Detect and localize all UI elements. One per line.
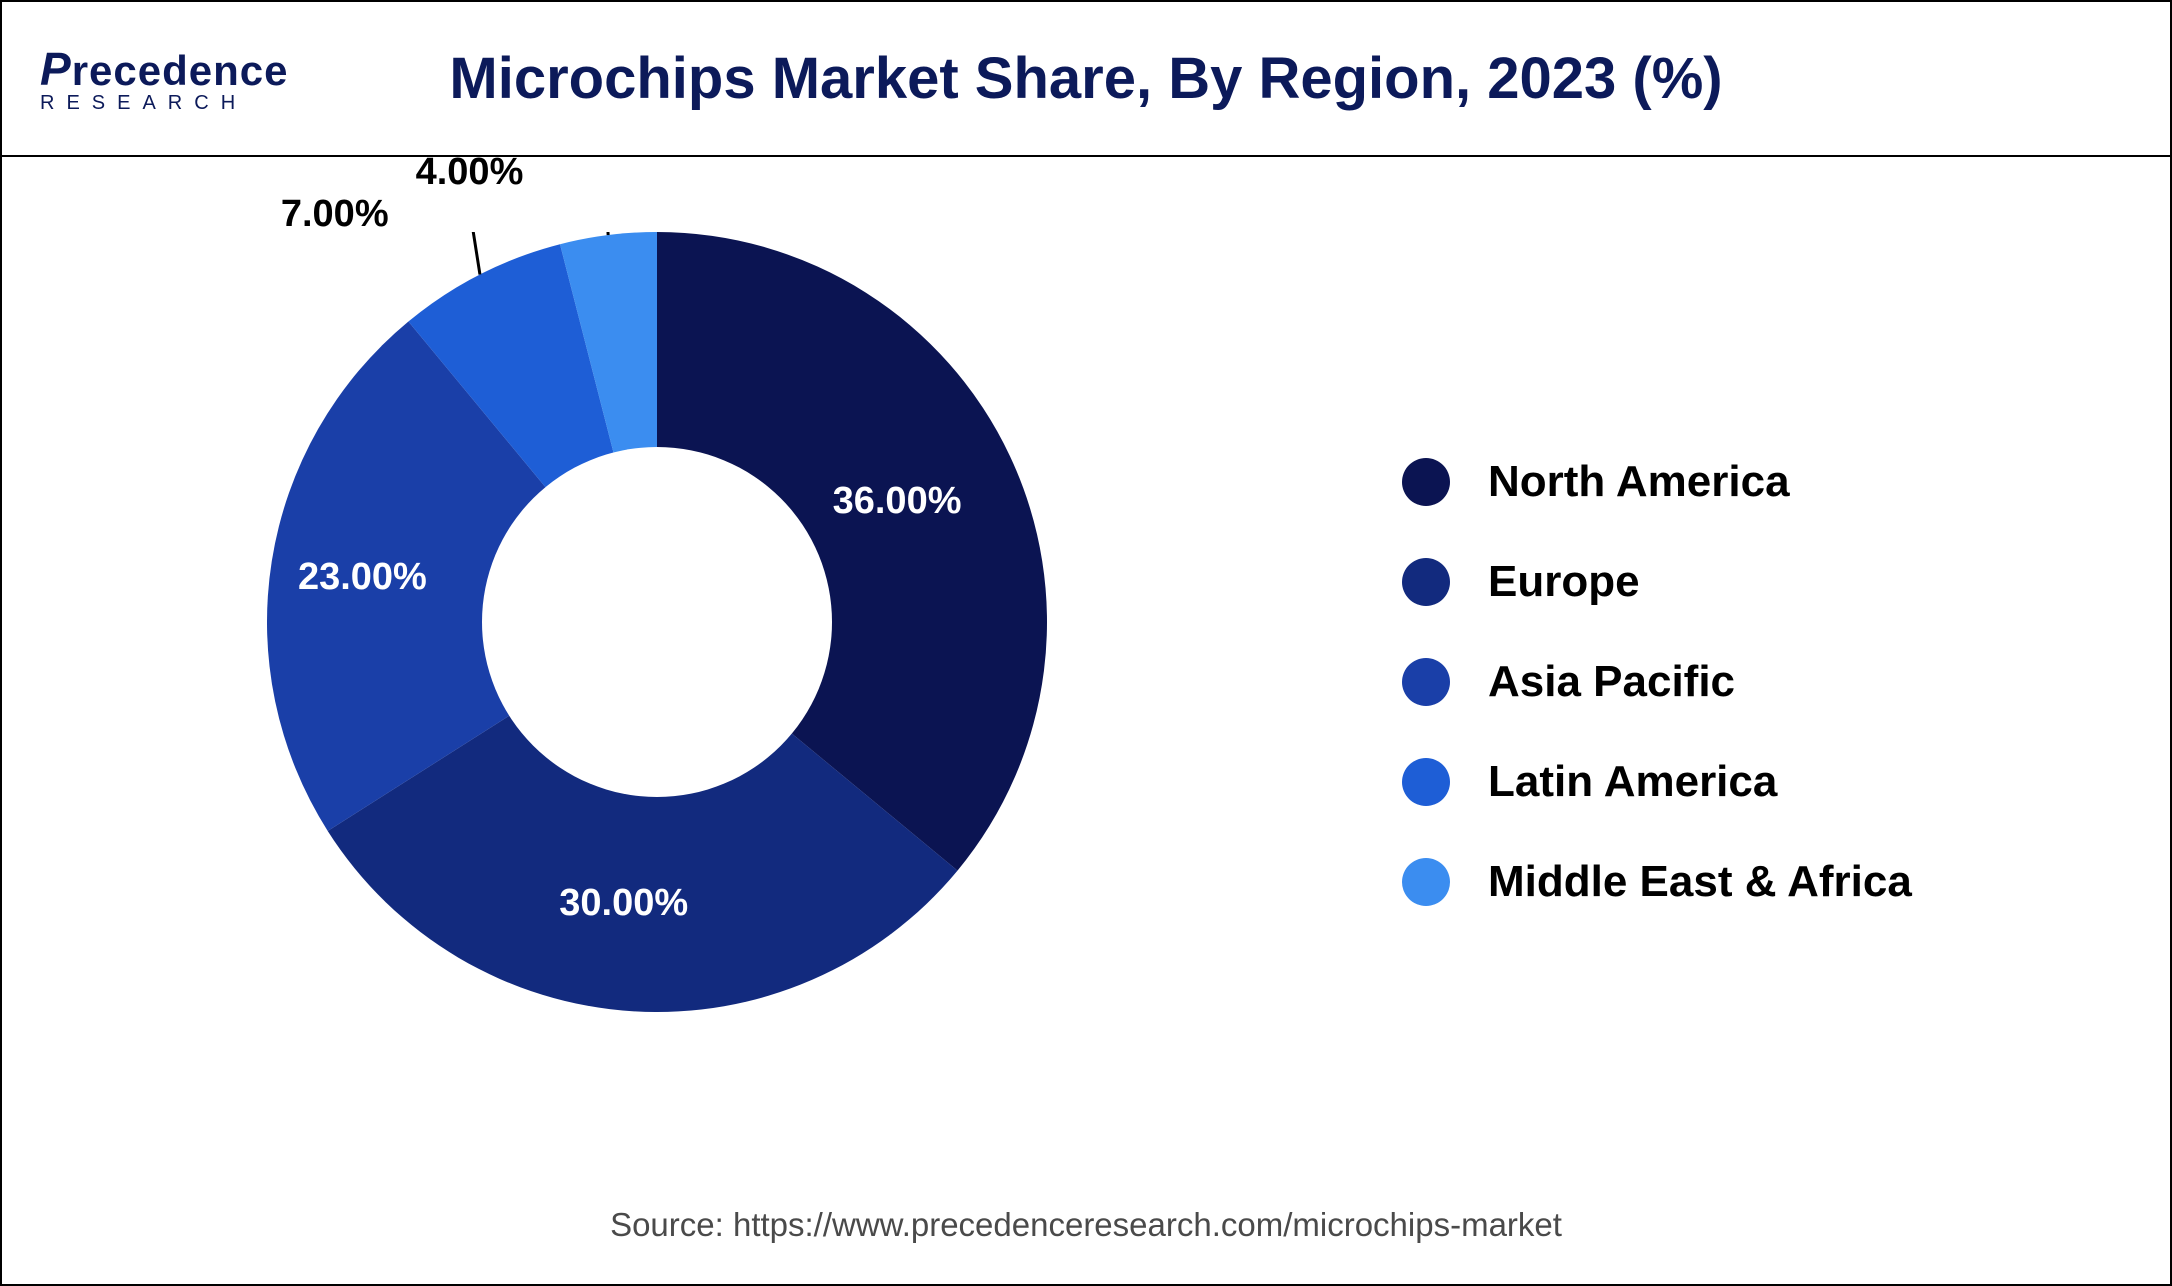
slice-label-2: 23.00% <box>298 556 427 599</box>
header-band: Precedence RESEARCH Microchips Market Sh… <box>2 2 2170 157</box>
leader-line-4 <box>566 232 609 235</box>
slice-label-4: 4.00% <box>416 151 524 194</box>
legend-row-1: Europe <box>1402 557 1912 607</box>
logo-sub-text: RESEARCH <box>40 92 247 115</box>
donut-hole <box>482 447 832 797</box>
legend-label: North America <box>1488 457 1790 507</box>
brand-logo: Precedence RESEARCH <box>40 42 289 115</box>
chart-frame: Precedence RESEARCH Microchips Market Sh… <box>0 0 2172 1286</box>
donut-chart: 36.00%30.00%23.00%7.00%4.00% <box>267 232 1047 1012</box>
legend-dot-icon <box>1402 458 1450 506</box>
legend-label: Europe <box>1488 557 1640 607</box>
slice-label-3: 7.00% <box>281 193 389 236</box>
logo-text-block: Precedence RESEARCH <box>40 42 289 115</box>
legend-dot-icon <box>1402 758 1450 806</box>
legend-row-2: Asia Pacific <box>1402 657 1912 707</box>
slice-label-1: 30.00% <box>559 882 688 925</box>
legend-row-4: Middle East & Africa <box>1402 857 1912 907</box>
legend-label: Asia Pacific <box>1488 657 1735 707</box>
legend: North America Europe Asia Pacific Latin Ame… <box>1402 457 1912 907</box>
legend-dot-icon <box>1402 558 1450 606</box>
legend-row-3: Latin America <box>1402 757 1912 807</box>
logo-main-label: recedence <box>72 47 289 94</box>
slice-label-0: 36.00% <box>833 480 962 523</box>
source-line: Source: https://www.precedenceresearch.c… <box>610 1206 1562 1244</box>
legend-dot-icon <box>1402 858 1450 906</box>
chart-title: Microchips Market Share, By Region, 2023… <box>449 45 1722 112</box>
legend-dot-icon <box>1402 658 1450 706</box>
legend-label: Latin America <box>1488 757 1777 807</box>
logo-main-text: Precedence <box>40 42 289 96</box>
source-prefix: Source: <box>610 1206 733 1243</box>
source-url: https://www.precedenceresearch.com/micro… <box>733 1206 1562 1243</box>
legend-label: Middle East & Africa <box>1488 857 1912 907</box>
legend-row-0: North America <box>1402 457 1912 507</box>
leader-line-3 <box>431 232 480 275</box>
